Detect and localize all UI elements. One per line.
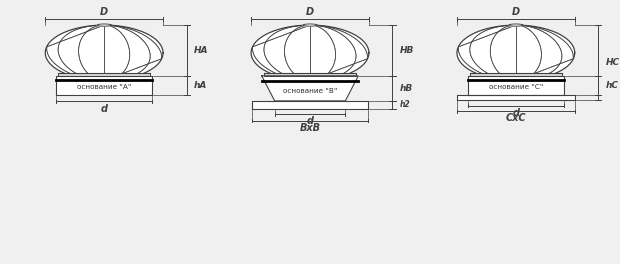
Text: HC: HC bbox=[606, 58, 620, 67]
Text: d: d bbox=[306, 116, 314, 126]
Text: HA: HA bbox=[194, 46, 208, 55]
Text: HB: HB bbox=[400, 46, 414, 55]
Text: основание "А": основание "А" bbox=[77, 84, 131, 90]
Text: d: d bbox=[100, 103, 108, 114]
Polygon shape bbox=[303, 24, 317, 26]
Text: hA: hA bbox=[194, 81, 208, 90]
FancyBboxPatch shape bbox=[58, 73, 150, 76]
Polygon shape bbox=[457, 25, 575, 81]
Text: D: D bbox=[512, 7, 520, 17]
Text: BxB: BxB bbox=[299, 123, 321, 133]
Text: D: D bbox=[100, 7, 108, 17]
Text: hC: hC bbox=[606, 81, 619, 90]
Polygon shape bbox=[509, 24, 523, 26]
Text: hB: hB bbox=[400, 84, 413, 93]
Polygon shape bbox=[45, 25, 163, 81]
Text: CxC: CxC bbox=[505, 113, 526, 123]
Polygon shape bbox=[457, 95, 575, 100]
Text: d: d bbox=[512, 108, 520, 118]
Polygon shape bbox=[262, 76, 358, 101]
Text: основание "В": основание "В" bbox=[283, 88, 337, 94]
FancyBboxPatch shape bbox=[264, 73, 356, 76]
Polygon shape bbox=[97, 24, 111, 26]
FancyBboxPatch shape bbox=[470, 73, 562, 76]
Text: h2: h2 bbox=[400, 100, 410, 109]
Polygon shape bbox=[251, 25, 369, 81]
Text: основание "С": основание "С" bbox=[489, 84, 543, 90]
Text: D: D bbox=[306, 7, 314, 17]
Polygon shape bbox=[252, 101, 368, 109]
Polygon shape bbox=[467, 76, 564, 95]
Polygon shape bbox=[56, 76, 153, 95]
